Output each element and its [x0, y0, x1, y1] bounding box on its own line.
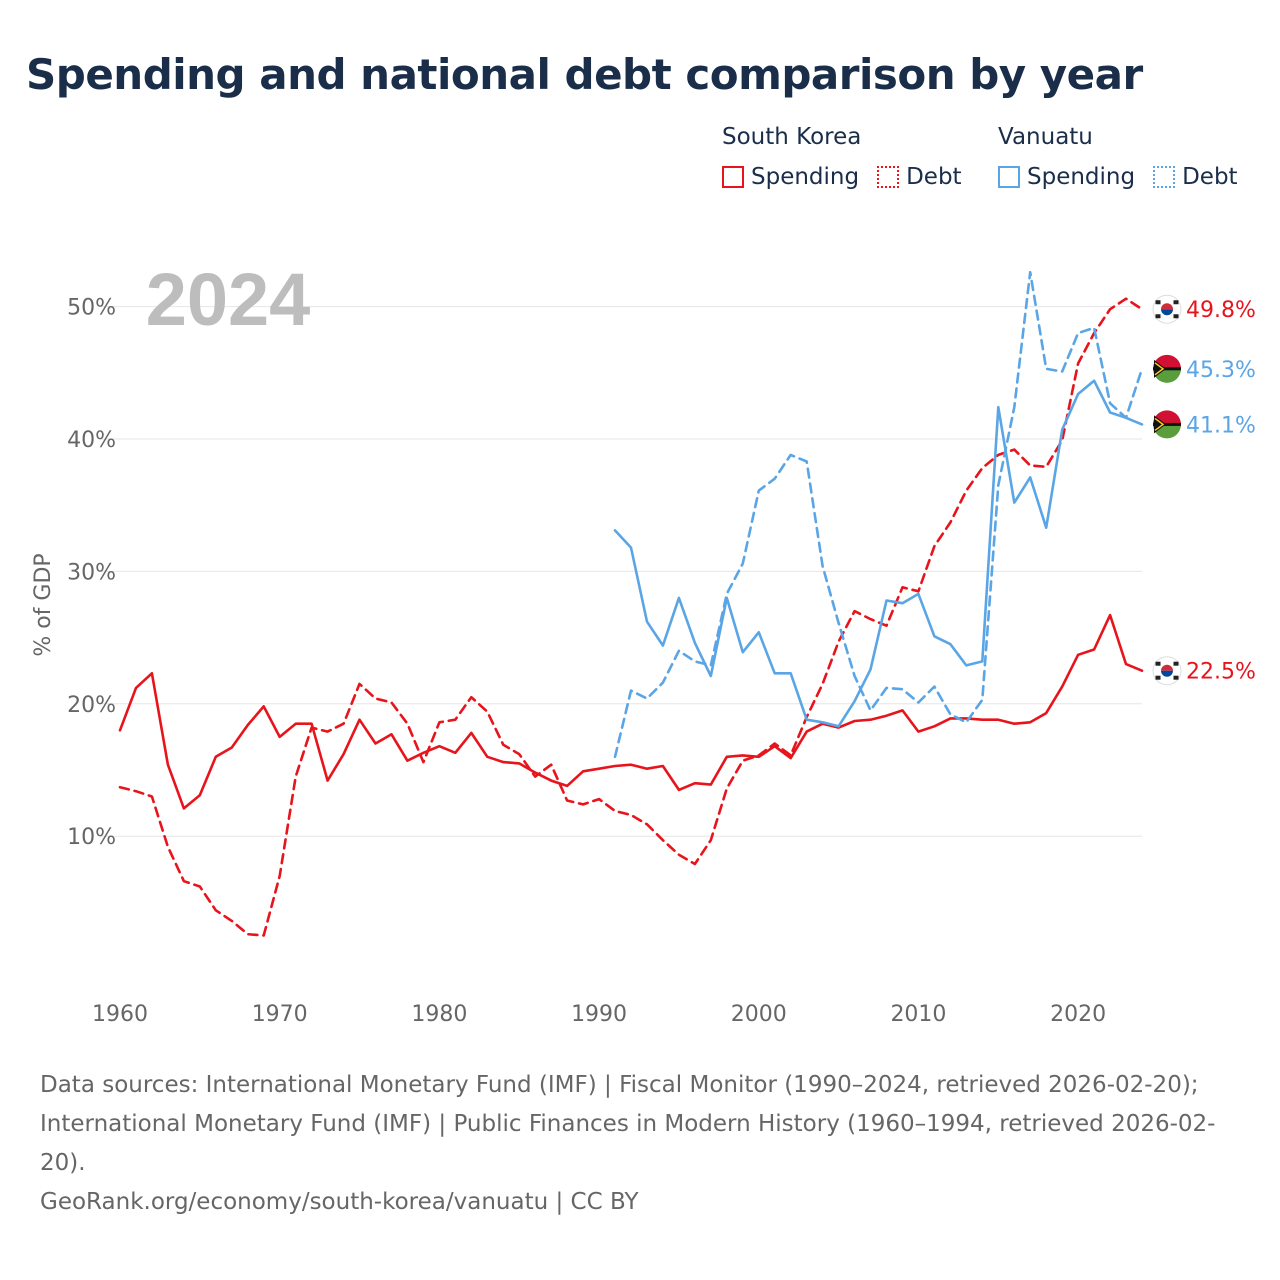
end-value-label: 41.1% — [1186, 413, 1256, 438]
x-tick-label: 1980 — [411, 1002, 467, 1027]
chart-title: Spending and national debt comparison by… — [26, 50, 1143, 99]
y-axis-label: % of GDP — [31, 553, 56, 656]
y-tick-label: 40% — [67, 428, 116, 453]
series-lines — [118, 270, 1144, 937]
data-sources: Data sources: International Monetary Fun… — [40, 1072, 1216, 1176]
south-korea-flag-icon — [1152, 656, 1182, 686]
legend-swatch-solid — [722, 166, 744, 188]
line-chart: 2024 % of GDP 10%20%30%40%50% 1960 1970 19… — [31, 258, 1256, 1027]
legend-label: Debt — [1182, 164, 1238, 190]
legend-item-south-korea-debt[interactable]: Debt — [877, 164, 962, 190]
series-line-vanuatu-debt[interactable] — [613, 270, 1144, 759]
end-markers: 49.8% 45.3% 41.1% 22.5% — [1152, 294, 1256, 686]
y-tick-label: 30% — [67, 560, 116, 585]
legend-group-name: South Korea — [722, 124, 862, 150]
legend-item-south-korea-spending[interactable]: Spending — [722, 164, 859, 190]
end-value-label: 49.8% — [1186, 298, 1256, 323]
end-value-label: 22.5% — [1186, 660, 1256, 685]
footer: Data sources: International Monetary Fun… — [40, 1066, 1240, 1222]
legend-item-vanuatu-debt[interactable]: Debt — [1153, 164, 1238, 190]
x-tick-label: 2000 — [731, 1002, 787, 1027]
year-watermark: 2024 — [146, 258, 311, 341]
vanuatu-flag-icon — [1153, 410, 1181, 439]
x-tick-label: 1970 — [252, 1002, 308, 1027]
gridlines — [100, 306, 1142, 837]
legend-group-name: Vanuatu — [998, 124, 1093, 150]
y-tick-label: 10% — [67, 825, 116, 850]
legend-label: Debt — [906, 164, 962, 190]
vanuatu-flag-icon — [1153, 354, 1181, 383]
x-tick-label: 2020 — [1050, 1002, 1106, 1027]
legend-item-vanuatu-spending[interactable]: Spending — [998, 164, 1135, 190]
end-value-label: 45.3% — [1186, 358, 1256, 383]
legend-group-south-korea: South Korea Spending Debt — [722, 124, 980, 190]
south-korea-flag-icon — [1152, 294, 1182, 324]
legend-swatch-dotted — [877, 166, 900, 188]
x-axis-ticks: 1960 1970 1980 1990 2000 2010 2020 — [92, 1002, 1106, 1027]
series-line-vanuatu-spending[interactable] — [613, 379, 1144, 728]
x-tick-label: 1990 — [571, 1002, 627, 1027]
y-tick-label: 20% — [67, 693, 116, 718]
legend-label: Spending — [1027, 164, 1136, 190]
x-tick-label: 1960 — [92, 1002, 148, 1027]
series-line-south-korea-debt[interactable] — [118, 297, 1144, 937]
x-tick-label: 2010 — [890, 1002, 946, 1027]
legend-group-vanuatu: Vanuatu Spending Debt — [998, 124, 1238, 190]
legend-label: Spending — [751, 164, 860, 190]
credit-link[interactable]: GeoRank.org/economy/south-korea/vanuatu … — [40, 1189, 639, 1215]
series-line-south-korea-spending[interactable] — [118, 613, 1144, 810]
y-axis-ticks: 10% 20% 30% 40% 50% — [67, 296, 116, 851]
y-tick-label: 50% — [67, 296, 116, 321]
legend-swatch-solid — [998, 166, 1020, 188]
legend-swatch-dotted — [1153, 166, 1176, 188]
